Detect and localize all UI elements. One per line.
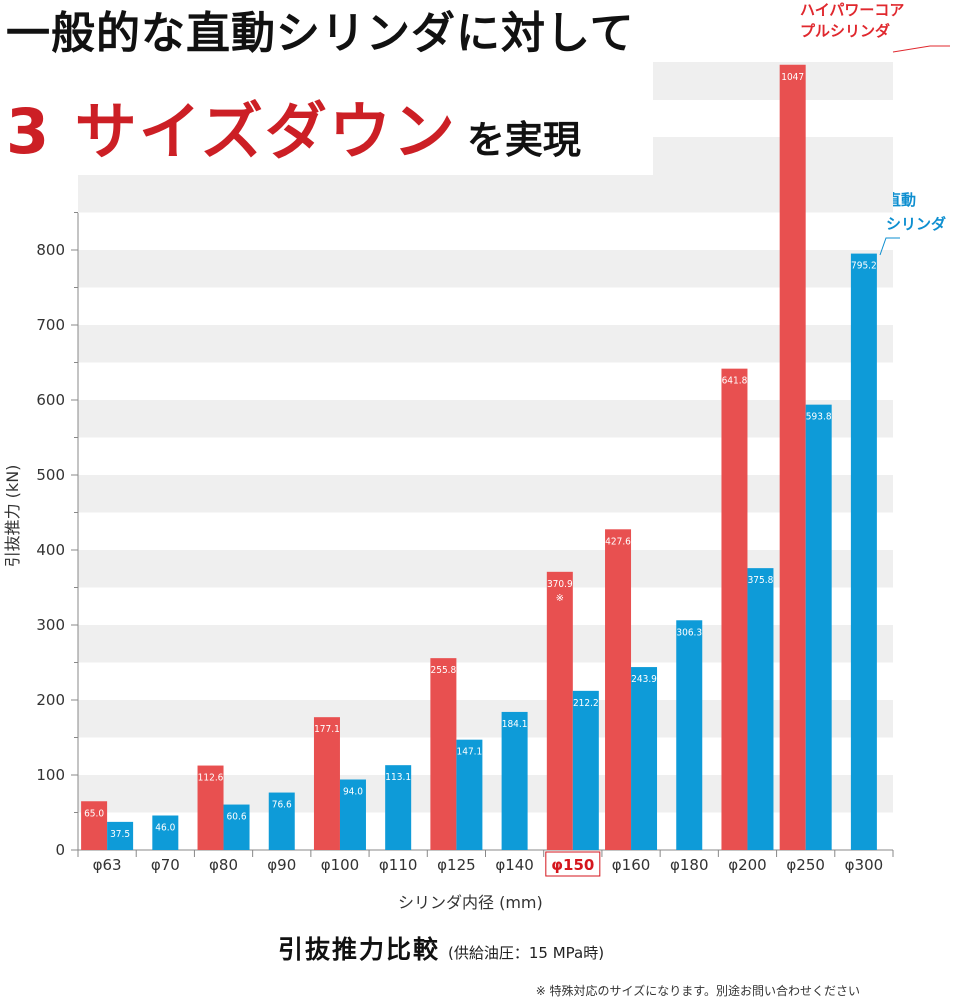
bar-standard xyxy=(747,568,774,850)
x-tick-label: φ110 xyxy=(379,856,418,874)
data-label-standard: 113.1 xyxy=(385,772,411,783)
x-tick-label: φ300 xyxy=(845,856,884,874)
x-tick-label: φ200 xyxy=(728,856,767,874)
bar-standard xyxy=(223,804,250,850)
data-label-standard: 593.8 xyxy=(806,412,832,423)
legend-highpower-line1: ハイパワーコア xyxy=(800,1,905,19)
headline-line2: 3 サイズダウン を実現 xyxy=(6,95,581,168)
bar-standard xyxy=(152,815,179,850)
bar-standard xyxy=(268,792,295,850)
bar-standard xyxy=(107,821,134,850)
headline-suffix: を実現 xyxy=(466,118,581,162)
data-label-standard: 306.3 xyxy=(676,627,702,638)
bar-standard xyxy=(385,765,412,850)
data-label-standard: 76.6 xyxy=(272,800,292,811)
data-label-highpower: 1047 xyxy=(781,72,804,83)
bar-standard xyxy=(339,779,366,850)
legend-standard: 直動 シリンダ xyxy=(886,188,946,236)
x-tick-label: φ250 xyxy=(786,856,825,874)
chart-title-main: 引抜推力比較 xyxy=(278,935,441,964)
x-tick-label: φ90 xyxy=(267,856,296,874)
bar-standard xyxy=(676,620,703,850)
data-label-standard: 375.8 xyxy=(748,575,774,586)
bar-highpower xyxy=(779,64,806,850)
highlight-box xyxy=(545,851,601,877)
bar-highpower xyxy=(721,368,748,850)
grid-band xyxy=(653,137,893,175)
grid-band xyxy=(78,325,893,363)
bar-standard xyxy=(631,667,658,850)
data-label-standard: 94.0 xyxy=(343,787,363,798)
x-tick-label: φ150 xyxy=(551,856,594,874)
y-tick-label: 700 xyxy=(36,316,65,334)
bar-highpower xyxy=(605,529,632,850)
data-label-standard: 37.5 xyxy=(110,829,130,840)
x-tick-label: φ70 xyxy=(151,856,180,874)
footnote: ※ 特殊対応のサイズになります。別途お問い合わせください xyxy=(535,984,860,998)
bar-standard xyxy=(572,690,599,850)
data-label-highpower: 255.8 xyxy=(431,665,457,676)
bar-standard xyxy=(501,711,528,850)
bar-highpower xyxy=(313,717,340,850)
bar-standard xyxy=(456,739,483,850)
x-tick-label: φ80 xyxy=(209,856,238,874)
legend-highpower-line2: プルシリンダ xyxy=(800,22,891,40)
grid-band xyxy=(78,400,893,438)
grid-band xyxy=(78,475,893,513)
bar-highpower xyxy=(546,571,573,850)
data-label-standard: 147.1 xyxy=(457,747,483,758)
headline-line1: 一般的な直動シリンダに対して xyxy=(6,8,635,59)
y-tick-label: 400 xyxy=(36,541,65,559)
x-tick-label: φ180 xyxy=(670,856,709,874)
data-label-standard: 60.6 xyxy=(227,812,247,823)
data-label-highpower: 641.8 xyxy=(722,376,748,387)
bar-highpower xyxy=(197,765,224,850)
bar-standard xyxy=(850,253,877,851)
data-label-standard: 795.2 xyxy=(851,261,877,272)
bar-highpower xyxy=(430,658,457,850)
data-label-standard: 212.2 xyxy=(573,698,599,709)
data-label-highpower: 65.0 xyxy=(84,808,104,819)
grid-band xyxy=(653,62,893,100)
x-tick-label: φ63 xyxy=(93,856,122,874)
x-tick-label: φ125 xyxy=(437,856,476,874)
y-tick-label: 100 xyxy=(36,766,65,784)
legend-standard-line1: 直動 xyxy=(886,191,917,209)
x-tick-label: φ100 xyxy=(321,856,360,874)
bar-highpower xyxy=(81,801,108,850)
y-tick-label: 300 xyxy=(36,616,65,634)
legend-highpower: ハイパワーコア プルシリンダ xyxy=(800,0,904,42)
data-label-standard: 184.1 xyxy=(502,719,528,730)
y-tick-label: 200 xyxy=(36,691,65,709)
y-axis-label: 引抜推力 (kN) xyxy=(3,464,22,568)
grid-band xyxy=(78,175,893,213)
chart-title: 引抜推力比較 (供給油圧：15 MPa時) xyxy=(278,930,604,966)
legend-standard-line2: シリンダ xyxy=(886,215,947,233)
x-axis-label: シリンダ内径 (mm) xyxy=(398,893,543,912)
data-label-highpower: 427.6 xyxy=(605,536,631,547)
data-label-standard: 46.0 xyxy=(155,823,175,834)
grid-band xyxy=(78,250,893,288)
y-tick-label: 500 xyxy=(36,466,65,484)
legend-pointer-highpower xyxy=(892,45,950,53)
y-tick-label: 600 xyxy=(36,391,65,409)
bar-standard xyxy=(805,404,832,850)
x-tick-label: φ160 xyxy=(612,856,651,874)
x-tick-label: φ140 xyxy=(495,856,534,874)
y-tick-label: 0 xyxy=(55,841,65,859)
y-tick-label: 800 xyxy=(36,241,65,259)
data-label-highpower: 370.9 xyxy=(547,579,573,590)
legend-pointer-standard xyxy=(879,237,900,256)
data-label-highpower: 112.6 xyxy=(198,773,224,784)
chart-subtitle: (供給油圧：15 MPa時) xyxy=(448,944,605,962)
data-label-note: ※ xyxy=(556,593,564,604)
data-label-highpower: 177.1 xyxy=(314,724,340,735)
data-label-standard: 243.9 xyxy=(631,674,657,685)
headline-emphasis: 3 サイズダウン xyxy=(6,95,457,168)
